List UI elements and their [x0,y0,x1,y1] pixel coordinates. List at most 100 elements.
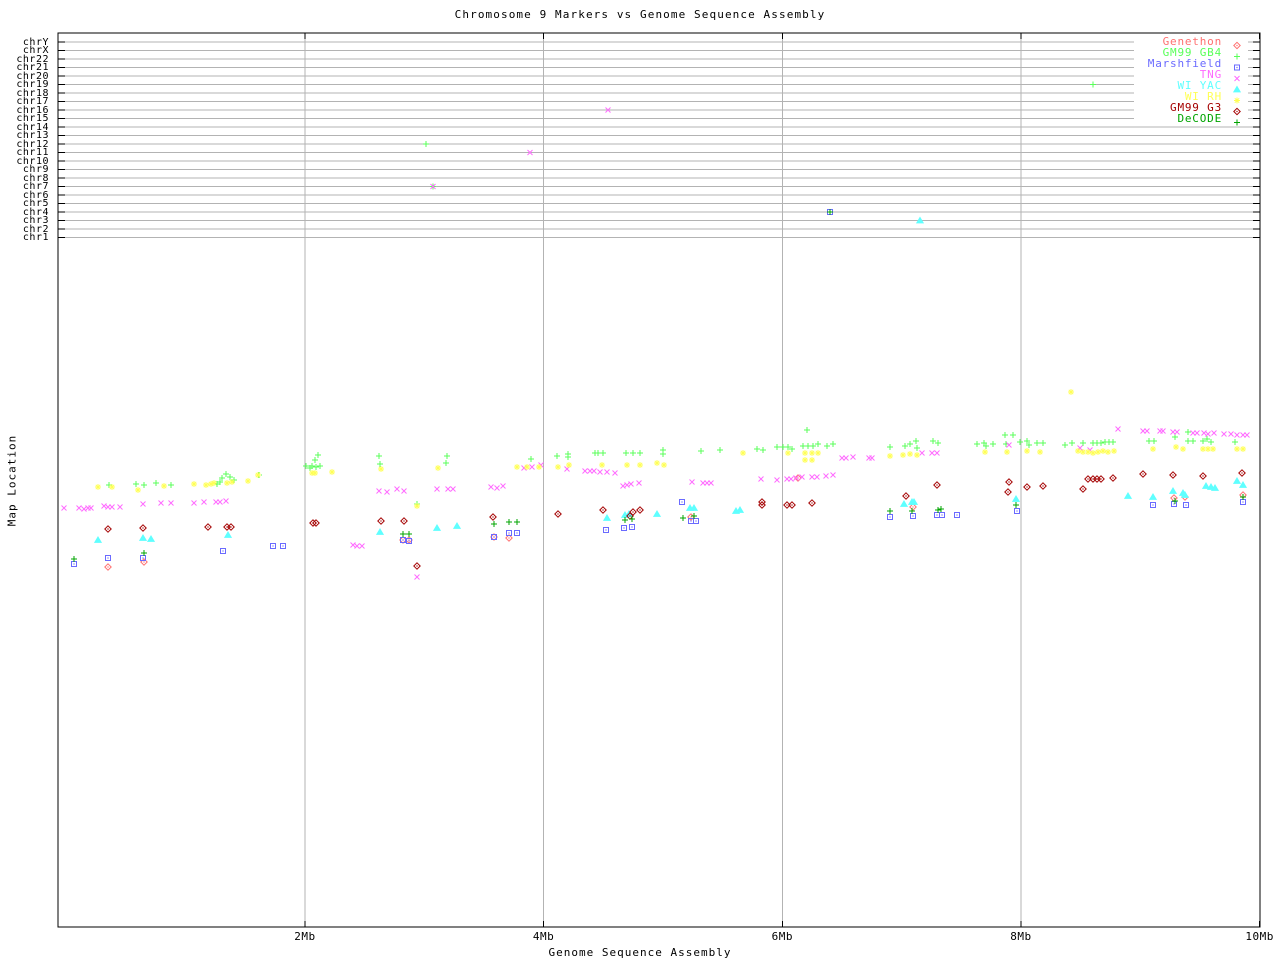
data-point-marker [802,450,808,456]
legend-label: TNG [1199,68,1222,81]
data-point-center-dot [380,520,382,522]
data-point-marker [1210,446,1216,452]
data-point-marker [317,463,323,469]
data-point-marker [1244,432,1250,438]
data-point-marker [1004,449,1010,455]
data-point-marker [982,449,988,455]
data-point-center-dot [1092,478,1094,480]
data-point-marker [1183,502,1189,508]
data-point-marker [1234,432,1240,438]
chromosome-label-chr4: chr4 [22,206,49,218]
data-point-marker [1026,442,1032,448]
data-point-marker [223,498,229,504]
data-point-marker [133,481,139,487]
legend-row-genethon: Genethon [1134,35,1248,50]
data-point-marker [93,536,103,543]
data-point-marker [109,484,115,490]
data-point-marker [1098,440,1104,446]
data-point-marker [1200,438,1206,444]
x-tick-label-6Mb: 6Mb [771,930,793,943]
data-point-marker [565,454,571,460]
data-point-center-dot [629,515,631,517]
data-point-marker [809,474,815,480]
data-point-center-dot [1016,510,1018,512]
data-point-center-dot [1242,501,1244,503]
data-point-marker [783,501,791,509]
data-point-marker [605,107,611,113]
data-point-marker [652,510,662,517]
legend-label: Genethon [1162,35,1222,48]
data-point-marker [602,514,612,521]
data-point-marker [990,441,996,447]
data-point-marker [788,501,796,509]
data-point-center-dot [143,561,145,563]
data-point-marker [623,450,629,456]
data-point-center-dot [956,514,958,516]
data-point-marker [909,498,919,505]
chromosome-label-chr13: chr13 [16,130,49,141]
data-point-center-dot [1096,478,1098,480]
data-point-center-dot [207,526,209,528]
data-point-marker [1234,97,1240,104]
series-wi-rh [95,389,1246,509]
data-point-marker [400,537,406,543]
data-point-marker [489,513,497,521]
legend: Genethon GM99 GB4 Marshfield TNG WI YAC WI RH… [1134,35,1248,126]
data-point-marker [350,542,356,548]
legend-marker-plus-icon [1222,113,1248,126]
chromosome-label-chr10: chr10 [16,155,49,167]
data-point-marker [61,505,67,511]
data-point-marker [514,530,520,536]
data-point-marker [76,505,82,511]
data-point-marker [146,535,156,542]
data-point-center-dot [1152,504,1154,506]
data-point-marker [443,460,449,466]
data-point-marker [919,450,925,456]
data-point-marker [1211,430,1217,436]
data-point-marker [637,462,643,468]
data-point-marker [804,427,810,433]
data-point-center-dot [681,501,683,503]
data-point-marker [208,481,214,487]
data-point-marker [622,517,628,523]
data-point-marker [1194,430,1200,436]
data-point-marker [717,447,723,453]
data-point-center-dot [142,557,144,559]
data-point-center-dot [605,529,607,531]
data-point-marker [1085,449,1091,455]
chromosome-label-chr3: chr3 [22,215,49,226]
data-point-center-dot [1087,478,1089,480]
data-point-center-dot [632,511,634,513]
data-point-marker [774,444,780,450]
data-point-marker [450,486,456,492]
data-point-marker [887,514,893,520]
data-point-marker [929,450,935,456]
data-point-marker [814,474,820,480]
chromosome-label-chr5: chr5 [22,198,49,209]
data-point-marker [1185,429,1191,435]
legend-marker-plus-icon [1222,47,1248,60]
data-point-marker [309,519,317,527]
data-point-marker [1234,446,1240,452]
data-point-marker [315,452,321,458]
data-point-marker [691,513,697,519]
data-point-marker [760,447,766,453]
data-point-marker [887,453,893,459]
y-axis-title: Map Location [5,434,19,527]
data-point-center-dot [516,532,518,534]
data-point-center-dot [493,536,495,538]
data-point-marker [900,452,906,458]
data-point-marker [514,464,520,470]
data-point-marker [312,457,318,463]
data-point-marker [974,441,980,447]
data-point-marker [907,451,913,457]
data-point-marker [1234,75,1240,82]
data-point-marker [630,450,636,456]
chromosome-label-chr17: chr17 [16,96,49,107]
data-point-marker [1234,64,1240,71]
data-point-center-dot [797,477,799,479]
data-point-marker [850,454,856,460]
data-point-marker [612,470,618,476]
x-tick-label-4Mb: 4Mb [532,930,555,943]
